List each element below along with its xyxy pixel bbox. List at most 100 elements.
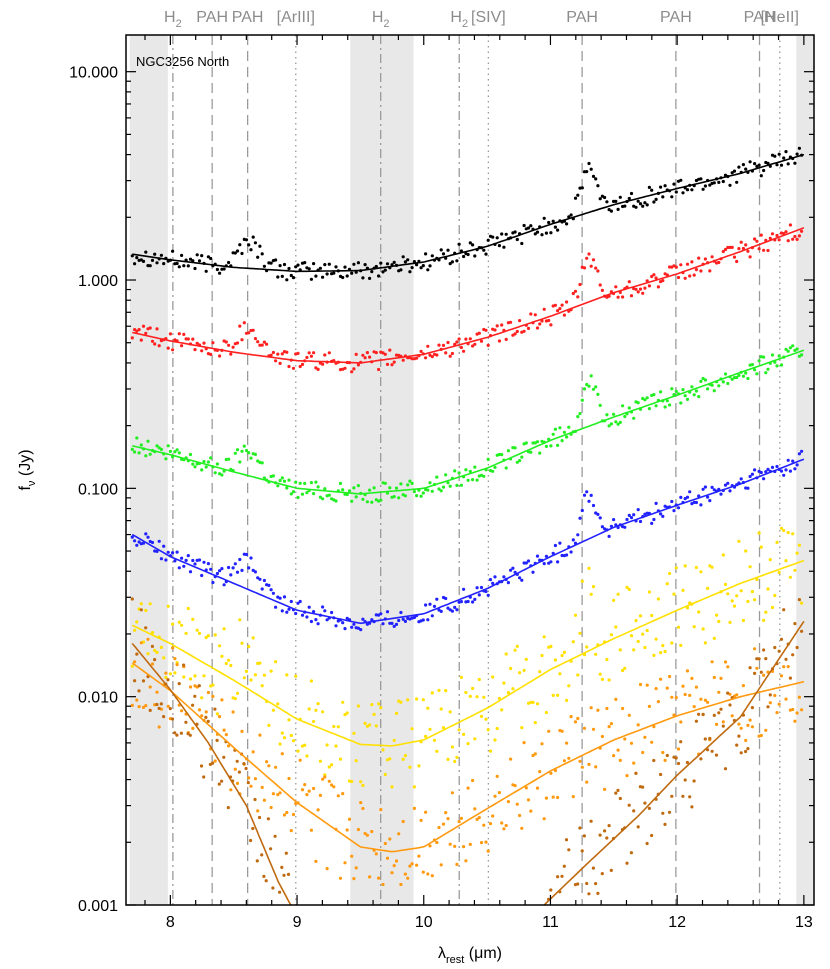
data-point [551, 219, 555, 223]
data-point [484, 589, 488, 594]
data-point [659, 677, 663, 681]
data-point [269, 588, 273, 592]
data-point [155, 444, 159, 448]
data-point [321, 605, 325, 609]
data-point [141, 259, 146, 263]
data-point [793, 161, 797, 165]
data-point [562, 313, 567, 317]
data-point [287, 607, 291, 611]
data-point [381, 351, 385, 355]
data-point [318, 793, 322, 798]
data-point [665, 753, 669, 758]
data-point [441, 485, 446, 489]
data-point [188, 733, 192, 737]
data-point [309, 828, 313, 832]
data-point [723, 247, 728, 252]
data-point [573, 289, 578, 293]
data-point [193, 562, 197, 566]
data-point [520, 826, 524, 830]
data-point [732, 604, 737, 608]
data-point [473, 737, 477, 741]
data-point [587, 892, 591, 896]
data-point [728, 703, 732, 707]
data-point [694, 565, 699, 570]
data-point [144, 608, 148, 613]
data-point [211, 683, 215, 687]
data-point [222, 755, 226, 759]
data-point [220, 473, 224, 477]
data-point [318, 266, 322, 270]
data-point [529, 224, 533, 228]
data-point [589, 374, 593, 378]
data-point [312, 719, 316, 724]
data-point [654, 276, 658, 280]
data-point [439, 609, 443, 614]
data-point [466, 599, 470, 604]
data-point [218, 644, 222, 648]
data-point [694, 719, 699, 723]
data-point [336, 725, 340, 729]
data-point [513, 648, 517, 652]
fit-curve-7 [131, 643, 292, 906]
data-point [323, 263, 327, 267]
data-point [238, 460, 242, 464]
data-point [352, 877, 356, 881]
data-point [629, 516, 634, 520]
data-point [441, 343, 446, 347]
data-point [562, 430, 567, 434]
data-point [744, 371, 748, 375]
data-point [227, 343, 231, 347]
data-point [197, 259, 202, 263]
data-point [242, 444, 246, 448]
data-point [188, 685, 193, 689]
data-point [419, 494, 423, 498]
data-point [332, 785, 336, 789]
data-point [661, 644, 665, 648]
data-point [197, 708, 202, 712]
data-point [616, 748, 620, 752]
data-point [739, 751, 743, 755]
data-point [135, 256, 139, 260]
data-point [300, 613, 305, 617]
data-point [173, 559, 177, 563]
data-point [439, 248, 443, 252]
data-point [762, 168, 766, 173]
data-point [701, 627, 705, 631]
data-point [424, 810, 428, 814]
data-point [540, 653, 544, 658]
data-point [361, 497, 365, 501]
data-point [795, 711, 799, 715]
data-point [448, 262, 452, 266]
data-point [515, 460, 519, 464]
data-point [795, 551, 799, 555]
data-point [800, 629, 804, 633]
data-point [726, 481, 730, 485]
data-point [150, 540, 155, 545]
data-point [399, 700, 403, 704]
data-point [265, 760, 269, 764]
data-point [408, 270, 412, 274]
data-point [287, 364, 291, 369]
data-point [746, 747, 750, 751]
data-point [133, 660, 137, 664]
data-point [457, 820, 461, 824]
data-point [390, 621, 394, 626]
data-point [406, 876, 410, 880]
data-point [618, 648, 622, 652]
data-point [361, 617, 365, 621]
data-point [282, 479, 287, 483]
data-point [531, 700, 535, 705]
data-point [244, 238, 249, 242]
data-point [708, 499, 712, 503]
data-point [240, 641, 244, 645]
data-point [670, 641, 674, 645]
data-point [791, 344, 795, 348]
data-point [191, 726, 195, 731]
data-point [741, 684, 746, 688]
data-point [206, 562, 210, 566]
data-point [515, 802, 519, 806]
data-point [238, 618, 242, 622]
data-point [354, 866, 358, 870]
data-point [793, 622, 797, 626]
data-point [455, 862, 459, 867]
